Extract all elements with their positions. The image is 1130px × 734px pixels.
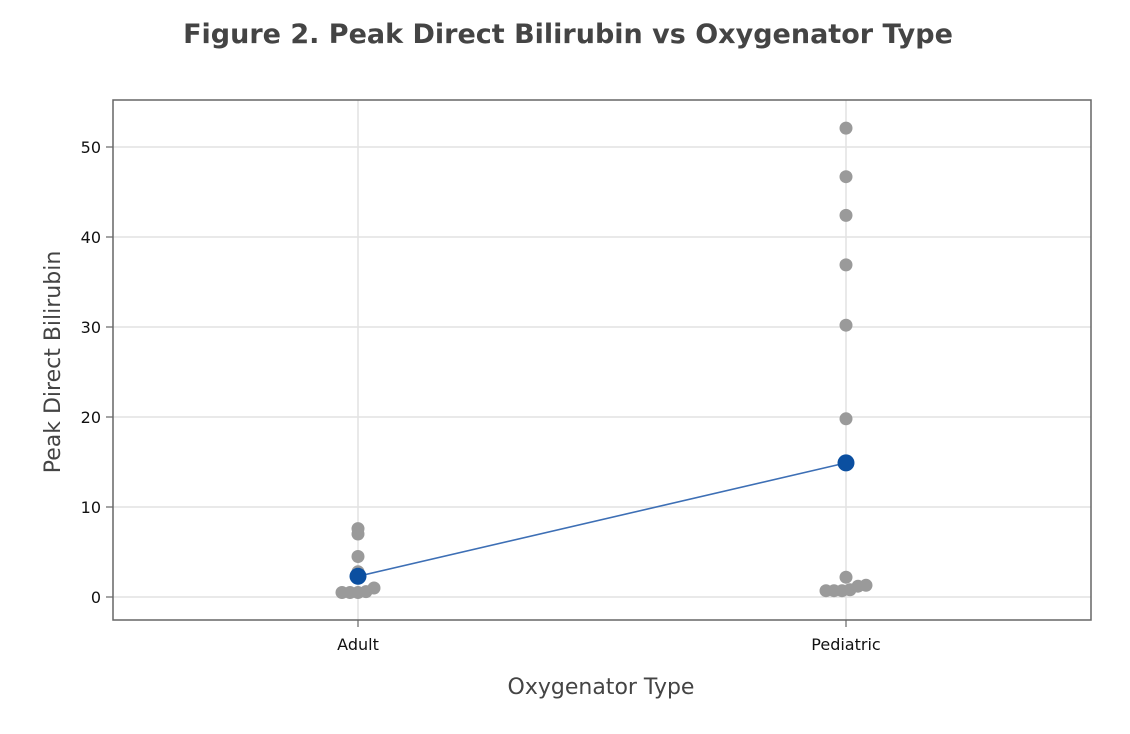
data-point [367, 581, 381, 595]
mean-point [837, 454, 855, 472]
data-point [839, 208, 853, 222]
data-point [859, 578, 873, 592]
y-tick-label: 10 [81, 498, 101, 517]
data-point [839, 170, 853, 184]
y-tick-label: 40 [81, 228, 101, 247]
chart-title: Figure 2. Peak Direct Bilirubin vs Oxyge… [183, 19, 953, 50]
x-tick-label: Pediatric [811, 635, 880, 654]
axis-ticks: 0 10 20 30 40 50 Adult Pediatric [81, 138, 881, 654]
y-tick-label: 30 [81, 318, 101, 337]
y-tick-label: 0 [91, 588, 101, 607]
grid-lines [113, 100, 1091, 620]
y-tick-label: 50 [81, 138, 101, 157]
mean-connect-line [357, 462, 847, 578]
y-axis-title: Peak Direct Bilirubin [41, 251, 66, 474]
y-tick-label: 20 [81, 408, 101, 427]
data-point [839, 121, 853, 135]
data-point [351, 522, 365, 536]
plot-frame [112, 99, 1092, 621]
data-point [839, 570, 853, 584]
mean-point [349, 567, 367, 585]
data-points [335, 121, 873, 599]
data-point [351, 550, 365, 563]
data-point [839, 412, 853, 426]
data-point [839, 318, 853, 332]
data-point [839, 258, 853, 272]
mean-series [349, 454, 855, 585]
x-axis-title: Oxygenator Type [508, 675, 695, 700]
x-tick-label: Adult [337, 635, 379, 654]
